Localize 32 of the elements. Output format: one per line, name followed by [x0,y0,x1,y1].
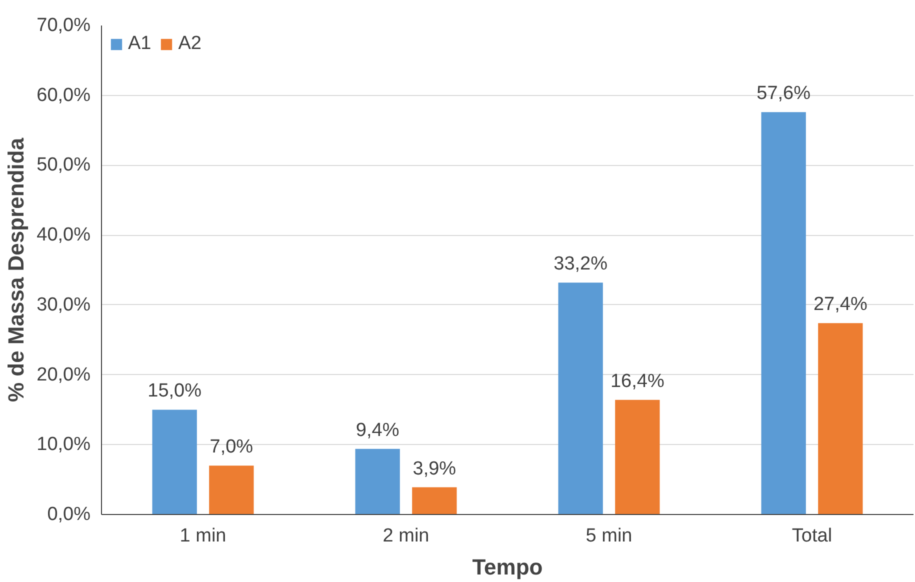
bar [818,323,863,514]
y-tick-label: 40,0% [36,224,91,246]
y-tick-label: 20,0% [36,364,91,386]
x-tick-label: 2 min [382,526,430,546]
bar [558,282,603,514]
y-tick-label: 70,0% [36,15,91,36]
y-axis-title: % de Massa Desprendida [4,137,29,402]
data-label: 27,4% [813,294,868,316]
data-label: 16,4% [610,370,664,392]
data-label: 15,0% [148,380,202,402]
bar [209,466,254,514]
y-tick-label: 30,0% [36,294,91,316]
y-tick-label: 60,0% [36,84,91,106]
data-label: 33,2% [554,254,608,275]
y-tick-label: 50,0% [36,154,91,176]
y-tick-label: 10,0% [36,434,91,456]
bar [412,487,457,514]
data-label: 7,0% [210,436,254,458]
x-tick-label: Total [792,526,832,546]
data-label: 57,6% [756,83,811,104]
data-label: 9,4% [356,420,400,441]
bar [152,410,197,514]
bar [615,400,660,514]
x-axis-title: Tempo [472,554,543,580]
bar [761,112,806,514]
legend-label: A2 [178,33,202,55]
legend-label: A1 [128,33,152,55]
bar [355,448,400,514]
y-tick-label: 0,0% [47,504,91,525]
x-tick-label: 5 min [586,526,632,546]
data-label: 3,9% [412,458,456,480]
x-tick-label: 1 min [180,526,226,546]
